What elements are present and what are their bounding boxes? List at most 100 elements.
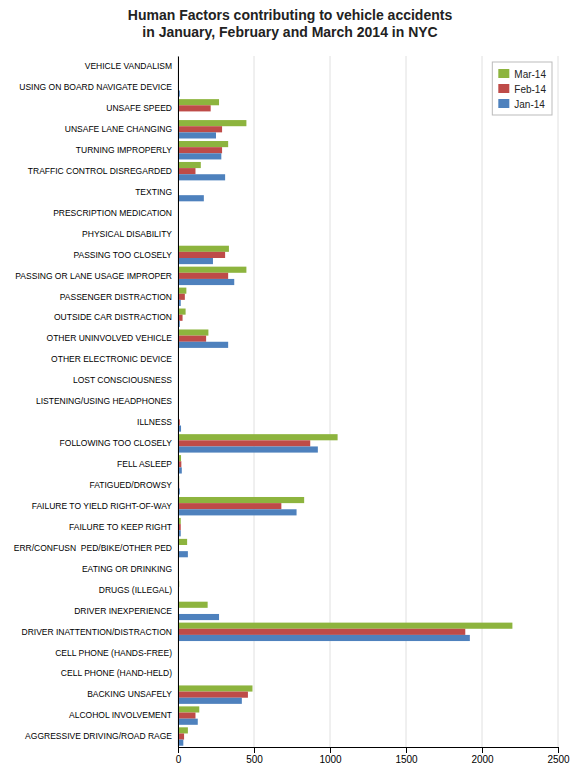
category-label: LOST CONSCIOUSNESS (73, 375, 172, 385)
y-tick: FAILURE TO KEEP RIGHT (69, 522, 172, 532)
bar (178, 509, 297, 515)
y-tick: CELL PHONE (HANDS-FREE) (55, 647, 172, 657)
category-label: LISTENING/USING HEADPHONES (36, 396, 172, 406)
category-label: FATIGUED/DROWSY (90, 480, 173, 490)
y-axis: VEHICLE VANDALISM USING ON BOARD NAVIGATE… (14, 57, 179, 748)
bar (178, 120, 246, 126)
tick-mark (558, 747, 559, 753)
category-label: EATING OR DRINKING (82, 564, 172, 574)
bar (178, 279, 234, 285)
legend-label: Feb-14 (514, 84, 546, 95)
category-label: UNSAFE SPEED (106, 103, 172, 113)
bar (178, 698, 242, 704)
legend-swatch (498, 84, 509, 93)
tick-mark (178, 747, 179, 753)
y-tick: ILLNESS (137, 417, 172, 427)
category-label: DRUGS (ILLEGAL) (99, 585, 172, 595)
title-line: Human Factors contributing to vehicle ac… (128, 7, 453, 23)
y-tick: DRIVER INEXPERIENCE (74, 606, 172, 616)
y-tick: EATING OR DRINKING (82, 564, 172, 574)
category-label: DRIVER INATTENTION/DISTRACTION (22, 627, 173, 637)
bar-series (178, 78, 512, 733)
bar (178, 551, 188, 557)
bar (178, 273, 228, 279)
legend-swatch (498, 69, 509, 78)
bar (178, 497, 304, 503)
y-tick: DRIVER INATTENTION/DISTRACTION (22, 627, 173, 637)
y-tick: FOLLOWING TOO CLOSELY (60, 438, 173, 448)
bar (178, 727, 188, 733)
bar (178, 126, 222, 132)
grid-line (254, 56, 255, 747)
y-tick: AGGRESSIVE DRIVING/ROAD RAGE (25, 731, 172, 741)
bar (178, 719, 198, 725)
grid-line (482, 56, 483, 747)
bar (178, 602, 208, 608)
y-tick: PHYSICAL DISABILITY (82, 229, 172, 239)
category-label: VEHICLE VANDALISM (85, 61, 172, 71)
legend-label: Mar-14 (514, 69, 546, 80)
category-label: ERR/CONFUSN PED/BIKE/OTHER PED (14, 543, 172, 553)
tick-label: 500 (246, 754, 263, 765)
y-tick: UNSAFE LANE CHANGING (65, 124, 172, 134)
bar (178, 105, 211, 111)
x-tick: 1000 (319, 747, 342, 765)
tick-mark (254, 747, 255, 753)
bar (178, 99, 219, 105)
chart-svg: Human Factors contributing to vehicle ac… (0, 0, 580, 777)
category-label: ALCOHOL INVOLVEMENT (69, 710, 172, 720)
y-tick: CELL PHONE (HAND-HELD) (61, 668, 172, 678)
category-label: FAILURE TO YIELD RIGHT-OF-WAY (32, 501, 173, 511)
bar (178, 267, 246, 273)
bar (178, 446, 318, 452)
category-label: OTHER UNINVOLVED VEHICLE (47, 333, 173, 343)
y-tick: VEHICLE VANDALISM (85, 61, 172, 71)
tick-label: 0 (176, 754, 182, 765)
tick-label: 2000 (471, 754, 494, 765)
x-tick: 500 (246, 747, 263, 765)
y-tick: BACKING UNSAFELY (87, 689, 172, 699)
bar (178, 174, 225, 180)
chart-title: Human Factors contributing to vehicle ac… (128, 7, 453, 40)
y-tick: LISTENING/USING HEADPHONES (36, 396, 172, 406)
y-tick: PRESCRIPTION MEDICATION (53, 208, 172, 218)
bar (178, 288, 186, 294)
bar (178, 629, 465, 635)
y-tick: OTHER ELECTRONIC DEVICE (51, 354, 172, 364)
tick-mark (482, 747, 483, 753)
y-tick: TRAFFIC CONTROL DISREGARDED (28, 166, 172, 176)
y-tick: TEXTING (135, 187, 172, 197)
bar (178, 685, 252, 691)
legend-box (492, 62, 552, 115)
category-label: USING ON BOARD NAVIGATE DEVICE (19, 82, 172, 92)
grid-line (178, 56, 179, 747)
y-tick: OUTSIDE CAR DISTRACTION (54, 312, 172, 322)
y-tick: LOST CONSCIOUSNESS (73, 375, 172, 385)
plot-area: 05001000150020002500VEHICLE VANDALISMUSI… (14, 56, 570, 765)
category-label: OUTSIDE CAR DISTRACTION (54, 312, 172, 322)
axis-line (178, 57, 179, 748)
category-label: FOLLOWING TOO CLOSELY (60, 438, 173, 448)
bar (178, 614, 219, 620)
category-label: CELL PHONE (HAND-HELD) (61, 668, 172, 678)
bar (178, 329, 208, 335)
legend-item: Mar-14 (498, 69, 546, 80)
category-label: BACKING UNSAFELY (87, 689, 172, 699)
bar (178, 692, 248, 698)
bar (178, 635, 470, 641)
x-tick: 0 (176, 747, 182, 765)
tick-mark (406, 747, 407, 753)
legend-label: Jan-14 (514, 99, 545, 110)
category-label: TURNING IMPROPERLY (76, 145, 173, 155)
tick-label: 1000 (319, 754, 342, 765)
y-tick: ALCOHOL INVOLVEMENT (69, 710, 172, 720)
bar (178, 713, 195, 719)
bars (178, 78, 512, 746)
x-axis: 05001000150020002500 (176, 747, 570, 765)
y-tick: PASSING OR LANE USAGE IMPROPER (15, 271, 172, 281)
bar (178, 195, 204, 201)
bar (178, 503, 281, 509)
bar (178, 440, 310, 446)
category-label: OTHER ELECTRONIC DEVICE (51, 354, 172, 364)
category-label: UNSAFE LANE CHANGING (65, 124, 172, 134)
